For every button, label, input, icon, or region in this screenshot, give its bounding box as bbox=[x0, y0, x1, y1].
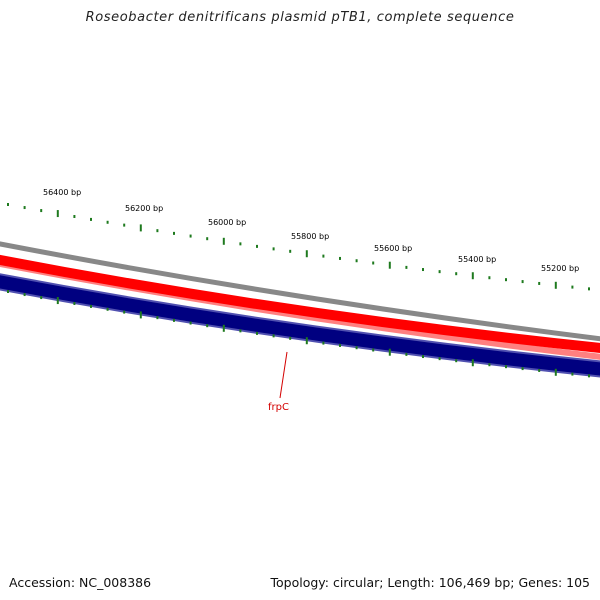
gene-label-frpc: frpC bbox=[268, 402, 289, 413]
tick-label-55400: 55400 bp bbox=[458, 255, 496, 264]
tick-label-56200: 56200 bp bbox=[125, 204, 163, 213]
topology-summary-text: Topology: circular; Length: 106,469 bp; … bbox=[270, 575, 591, 590]
tick-label-56400: 56400 bp bbox=[43, 188, 81, 197]
tick-label-55600: 55600 bp bbox=[374, 244, 412, 253]
tick-label-55200: 55200 bp bbox=[541, 264, 579, 273]
outer-tick-marks bbox=[7, 202, 590, 291]
reverse-strand-ring bbox=[0, 275, 600, 376]
forward-strand-ring bbox=[0, 254, 600, 353]
map-title: Roseobacter denitrificans plasmid pTB1, … bbox=[85, 10, 515, 25]
inner-tick-marks bbox=[7, 289, 590, 378]
tick-label-56000: 56000 bp bbox=[208, 218, 246, 227]
outer-backbone-ring bbox=[0, 241, 600, 342]
gene-label-leader bbox=[279, 351, 288, 399]
accession-text: Accession: NC_008386 bbox=[9, 575, 152, 590]
tick-label-55800: 55800 bp bbox=[291, 232, 329, 241]
